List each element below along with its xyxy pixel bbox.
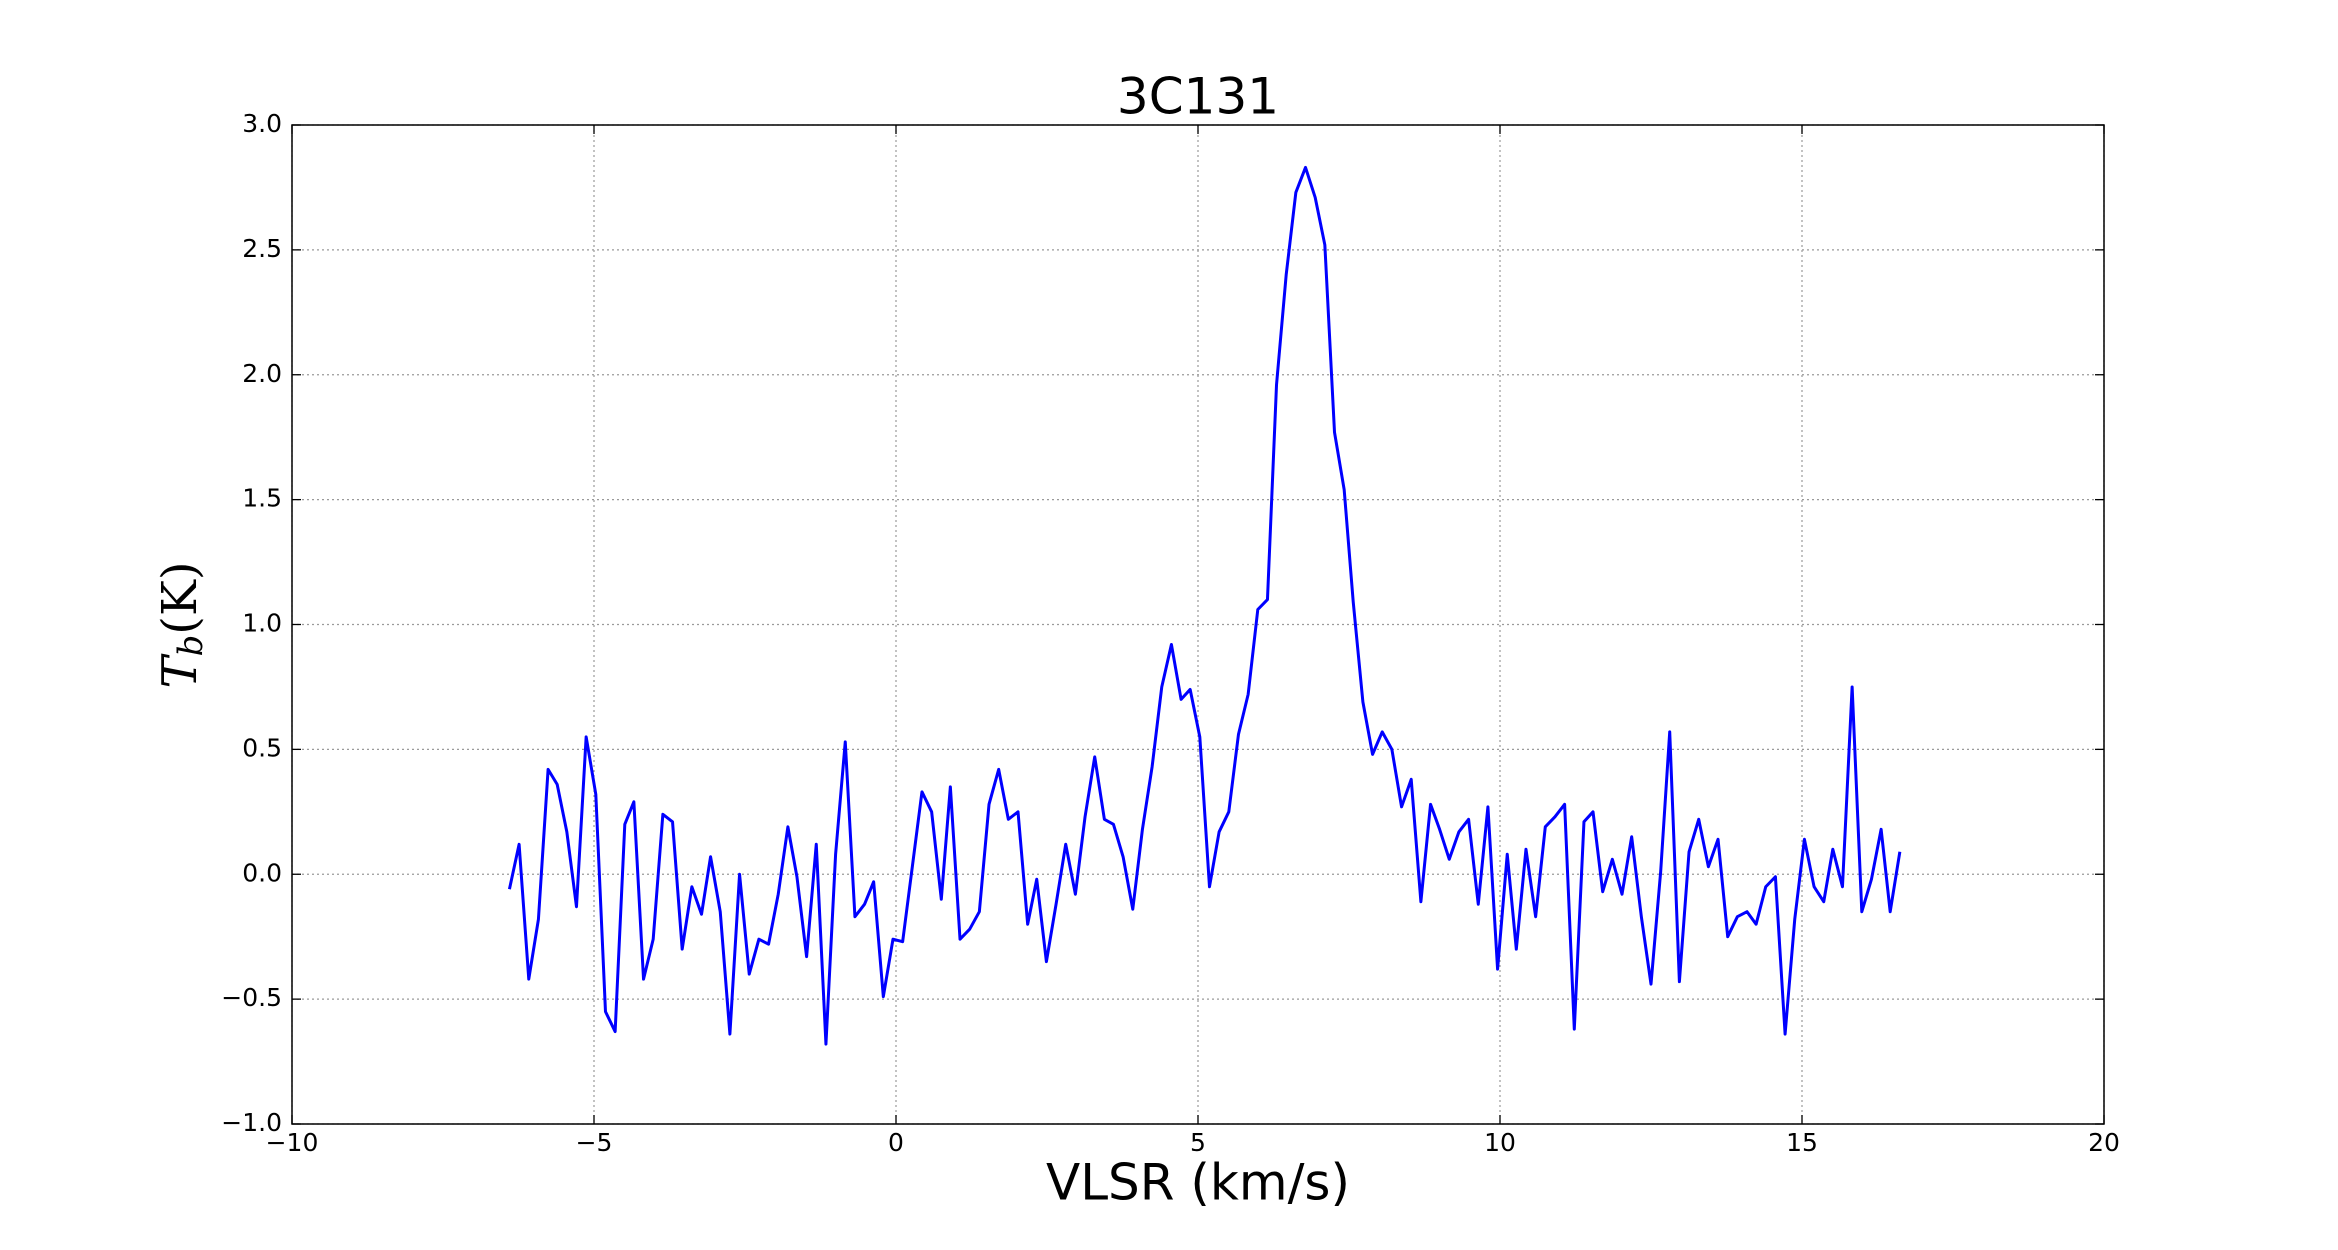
y-tick-label: 0.5 <box>242 733 282 762</box>
y-tick-label: 2.5 <box>242 234 282 263</box>
y-tick-label: 2.0 <box>242 359 282 388</box>
y-tick-label: 0.0 <box>242 858 282 887</box>
chart-title: 3C131 <box>1117 68 1279 126</box>
y-tick-label: 1.5 <box>242 484 282 513</box>
y-tick-label: −0.5 <box>221 983 282 1012</box>
y-label-sub: b <box>171 635 211 657</box>
y-axis-label: Tb(K) <box>152 561 212 688</box>
x-tick-label: −5 <box>576 1128 613 1157</box>
x-tick-label: 20 <box>2088 1128 2120 1157</box>
x-tick-label: 15 <box>1786 1128 1818 1157</box>
x-axis-label: VLSR (km/s) <box>1046 1154 1350 1212</box>
y-tick-label: 3.0 <box>242 109 282 138</box>
y-label-main: T <box>152 654 208 689</box>
y-tick-label: 1.0 <box>242 609 282 638</box>
x-tick-label: 10 <box>1484 1128 1516 1157</box>
x-tick-label: 0 <box>888 1128 904 1157</box>
y-tick-label: −1.0 <box>221 1108 282 1137</box>
data-line <box>507 165 1902 1046</box>
y-label-unit: (K) <box>152 561 208 634</box>
x-tick-label: 5 <box>1190 1128 1206 1157</box>
x-tick-label: −10 <box>266 1128 319 1157</box>
plot-frame <box>291 124 2105 1125</box>
